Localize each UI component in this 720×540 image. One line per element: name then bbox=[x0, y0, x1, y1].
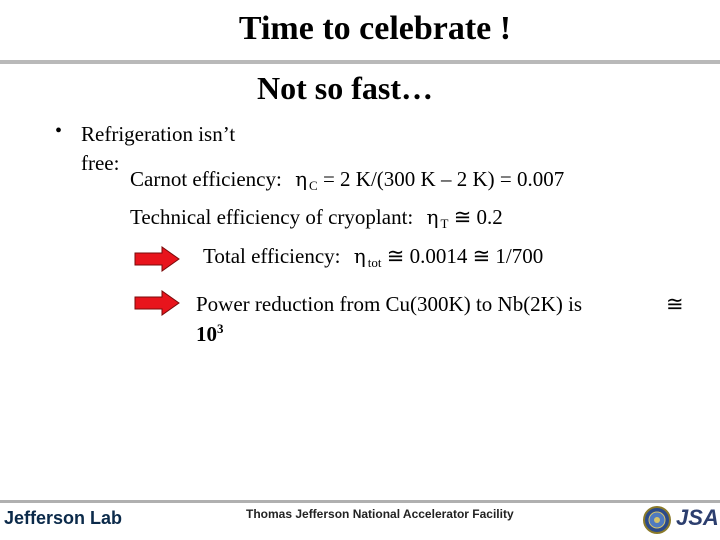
doe-seal-icon bbox=[643, 506, 671, 534]
jefferson-lab-logo: Jefferson Lab bbox=[4, 508, 123, 528]
power-reduction-line: Power reduction from Cu(300K) to Nb(2K) … bbox=[196, 292, 583, 316]
total-subscript: tot bbox=[367, 255, 382, 270]
footer-divider bbox=[0, 500, 720, 503]
total-eta-symbol: η bbox=[353, 244, 366, 268]
total-efficiency-line: Total efficiency: η tot ≅ 0.0014 ≅ 1/700 bbox=[203, 244, 543, 271]
total-expression: ≅ 0.0014 ≅ 1/700 bbox=[386, 244, 544, 268]
carnot-label: Carnot efficiency: bbox=[130, 167, 282, 191]
bullet-text: Refrigeration isn’t free: bbox=[81, 120, 235, 178]
carnot-eta-symbol: η bbox=[295, 167, 308, 191]
power-factor: 103 bbox=[196, 321, 224, 347]
red-arrow-icon bbox=[134, 290, 180, 316]
facility-name: Thomas Jefferson National Accelerator Fa… bbox=[246, 507, 514, 521]
bullet-marker: • bbox=[55, 120, 63, 142]
slide-subtitle: Not so fast… bbox=[257, 70, 433, 106]
bullet-line-1: Refrigeration isn’t bbox=[81, 122, 236, 146]
carnot-subscript: C bbox=[309, 178, 318, 193]
power-approx-symbol: ≅ bbox=[666, 292, 684, 316]
red-arrow-icon bbox=[134, 246, 180, 272]
power-exponent: 3 bbox=[217, 321, 224, 336]
technical-label: Technical efficiency of cryoplant: bbox=[130, 205, 414, 229]
seal-center bbox=[654, 517, 660, 523]
title-divider bbox=[0, 60, 720, 64]
technical-expression: ≅ 0.2 bbox=[453, 205, 503, 229]
bullet-line-2: free: bbox=[81, 151, 120, 175]
slide-title: Time to celebrate ! bbox=[238, 10, 512, 47]
total-label: Total efficiency: bbox=[203, 244, 341, 268]
technical-eta-symbol: η bbox=[426, 205, 439, 229]
power-base: 10 bbox=[196, 322, 217, 346]
red-arrow-shape bbox=[134, 246, 180, 272]
carnot-expression: = 2 K/(300 K – 2 K) = 0.007 bbox=[322, 167, 565, 191]
red-arrow-shape bbox=[134, 290, 180, 316]
jsa-logo: JSA bbox=[676, 505, 719, 530]
technical-subscript: T bbox=[440, 216, 449, 231]
